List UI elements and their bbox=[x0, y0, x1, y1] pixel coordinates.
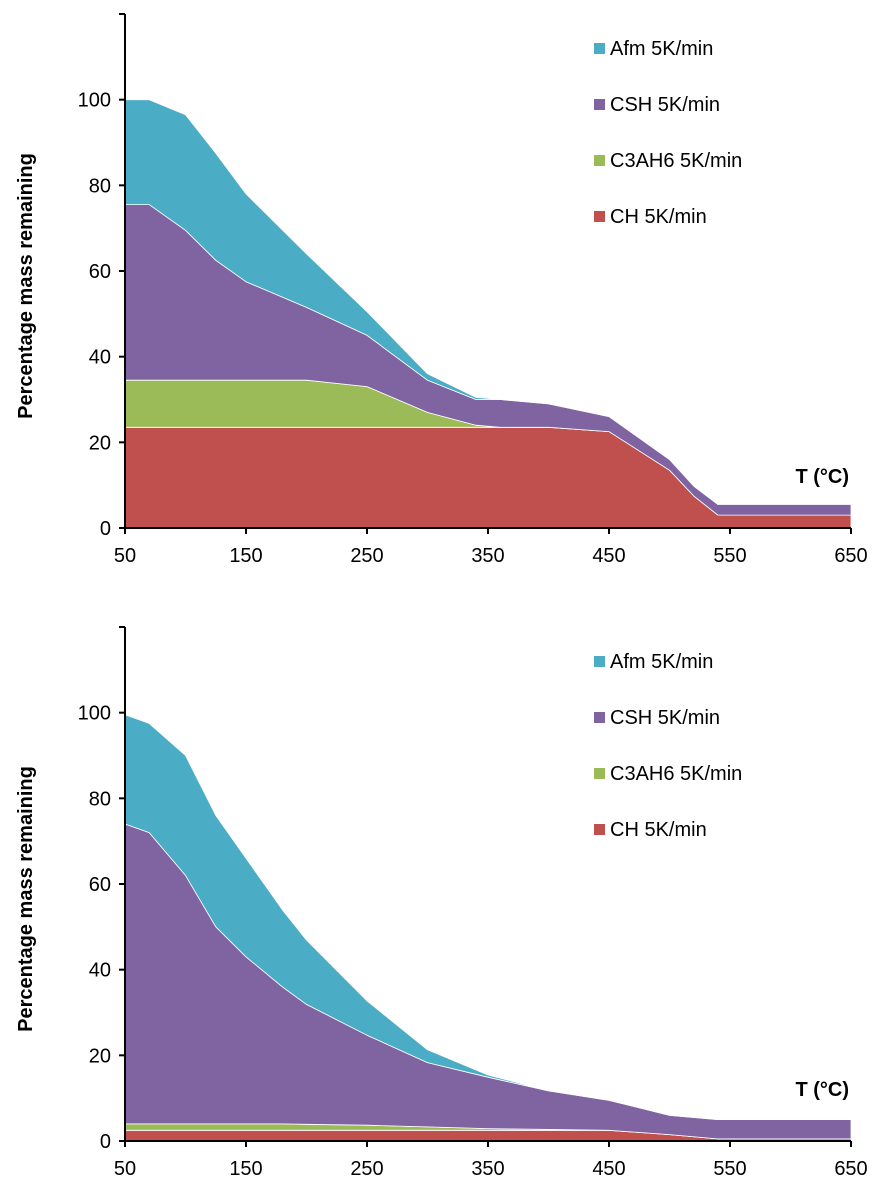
legend-swatch-c3ah6 bbox=[594, 155, 605, 166]
y-tick-label: 80 bbox=[89, 175, 111, 197]
legend-label-ch: CH 5K/min bbox=[610, 819, 707, 841]
x-tick-label: 450 bbox=[592, 545, 625, 567]
y-axis-label: Percentage mass remaining bbox=[15, 153, 37, 419]
legend-label-csh: CSH 5K/min bbox=[610, 94, 720, 116]
y-tick-label: 100 bbox=[78, 90, 111, 112]
x-tick-label: 50 bbox=[114, 545, 136, 567]
legend-swatch-csh bbox=[594, 99, 605, 110]
x-tick-label: 50 bbox=[114, 1158, 136, 1180]
x-tick-label: 250 bbox=[350, 1158, 383, 1180]
legend-label-ch: CH 5K/min bbox=[610, 206, 707, 228]
y-tick-label: 80 bbox=[89, 788, 111, 810]
x-tick-label: 450 bbox=[592, 1158, 625, 1180]
legend-label-c3ah6: C3AH6 5K/min bbox=[610, 150, 742, 172]
x-tick-label: 250 bbox=[350, 545, 383, 567]
legend-swatch-ch bbox=[594, 211, 605, 222]
legend-swatch-csh bbox=[594, 712, 605, 723]
x-tick-label: 350 bbox=[471, 545, 504, 567]
legend-swatch-ch bbox=[594, 824, 605, 835]
x-tick-label: 650 bbox=[834, 545, 867, 567]
y-tick-label: 20 bbox=[89, 1045, 111, 1067]
x-tick-label: 650 bbox=[834, 1158, 867, 1180]
x-tick-label: 150 bbox=[229, 545, 262, 567]
y-tick-label: 0 bbox=[100, 518, 111, 540]
x-tick-label: 550 bbox=[713, 545, 746, 567]
x-tick-label: 150 bbox=[229, 1158, 262, 1180]
y-axis-label: Percentage mass remaining bbox=[15, 766, 37, 1032]
x-tick-label: 550 bbox=[713, 1158, 746, 1180]
x-axis-label: T (°C) bbox=[795, 1079, 849, 1101]
chart-panel-1: 0 20 40 60 80 100 50 150 250 350 450 550 650 Percenta… bbox=[15, 14, 868, 567]
y-tick-label: 60 bbox=[89, 261, 111, 283]
y-tick-label: 0 bbox=[100, 1131, 111, 1153]
legend-label-csh: CSH 5K/min bbox=[610, 707, 720, 729]
y-tick-label: 40 bbox=[89, 347, 111, 369]
legend-swatch-c3ah6 bbox=[594, 768, 605, 779]
chart-panel-2: 0 20 40 60 80 100 50 150 250 350 450 550 650 Percenta… bbox=[15, 627, 868, 1180]
x-axis-label: T (°C) bbox=[795, 466, 849, 488]
legend-label-c3ah6: C3AH6 5K/min bbox=[610, 763, 742, 785]
x-tick-label: 350 bbox=[471, 1158, 504, 1180]
legend-label-afm: Afm 5K/min bbox=[610, 38, 713, 60]
y-tick-label: 20 bbox=[89, 432, 111, 454]
legend-swatch-afm bbox=[594, 43, 605, 54]
legend-label-afm: Afm 5K/min bbox=[610, 651, 713, 673]
y-tick-label: 40 bbox=[89, 960, 111, 982]
legend-swatch-afm bbox=[594, 656, 605, 667]
y-tick-label: 100 bbox=[78, 703, 111, 725]
y-tick-label: 60 bbox=[89, 874, 111, 896]
